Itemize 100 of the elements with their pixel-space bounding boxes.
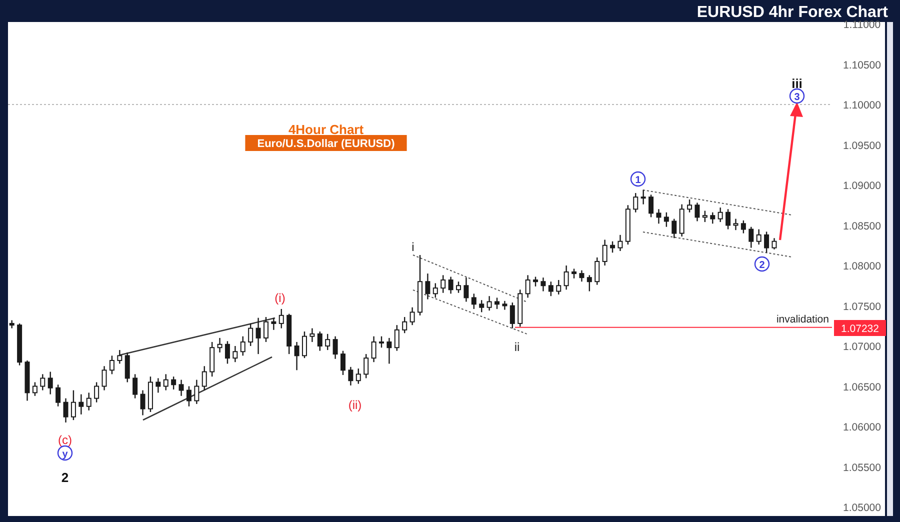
candlestick: [310, 328, 315, 343]
annotation: (c): [58, 433, 72, 447]
candlestick: [602, 239, 608, 266]
candlestick: [194, 379, 200, 405]
candlestick: [464, 276, 469, 302]
annotation: (ii): [348, 398, 362, 412]
y-tick-label: 1.08000: [843, 260, 882, 272]
candlestick: [232, 345, 238, 363]
text: 1.07232: [841, 323, 880, 335]
candlestick: [32, 382, 38, 397]
candlestick: [479, 300, 484, 313]
candlestick: [202, 366, 207, 391]
candlestick: [533, 276, 538, 288]
candlestick: [70, 390, 76, 421]
candlestick: [656, 208, 662, 224]
y-tick-label: 1.06500: [843, 381, 882, 394]
candlestick: [63, 398, 68, 424]
y-tick-label: 1.07000: [843, 341, 882, 353]
annotation: Euro/U.S.Dollar (EURUSD): [257, 138, 396, 150]
candlestick: [109, 355, 114, 375]
annotation: y: [62, 449, 68, 460]
annotation: 2: [61, 470, 69, 485]
y-tick-label: 1.10000: [843, 100, 882, 112]
candlestick: [278, 308, 284, 329]
candlestick: [402, 316, 408, 334]
candlestick: [425, 272, 430, 300]
y-tick-label: 1.06000: [843, 422, 882, 434]
candlestick: [579, 270, 584, 282]
y-tick-label: 1.05500: [843, 462, 882, 474]
candlestick: [163, 374, 168, 391]
candlestick: [610, 240, 616, 254]
candlestick: [618, 234, 623, 252]
annotation: iii: [792, 76, 802, 91]
annotation: 4Hour Chart: [288, 122, 364, 137]
candlestick: [748, 226, 754, 248]
candlestick: [448, 276, 454, 294]
y-tick-label: 1.08500: [843, 220, 882, 232]
candlestick: [525, 274, 530, 298]
candlestick: [340, 350, 346, 376]
annotation: 1: [635, 175, 642, 186]
candlestick: [432, 282, 438, 298]
candlestick: [633, 192, 638, 213]
candlestick: [378, 336, 384, 348]
candlestick: [78, 394, 84, 416]
candlestick: [94, 382, 100, 403]
candlestick: [648, 194, 654, 218]
candlestick: [294, 341, 300, 371]
candlestick: [756, 228, 762, 246]
candlestick: [348, 366, 354, 386]
candlestick: [548, 281, 554, 297]
candlestick: [486, 295, 492, 312]
candlestick: [263, 316, 268, 343]
candlestick: [256, 317, 261, 355]
candlestick: [48, 371, 53, 395]
candlestick: [132, 374, 138, 399]
candlestick: [325, 333, 330, 351]
candlestick: [456, 281, 462, 294]
candlestick: [86, 392, 92, 411]
candlestick: [102, 366, 107, 391]
candlestick: [702, 210, 708, 223]
candlestick: [56, 384, 61, 407]
candlestick: [564, 264, 569, 290]
candlestick: [332, 336, 338, 360]
chart-title: EURUSD 4hr Forex Chart: [696, 4, 889, 21]
candlestick: [156, 378, 161, 394]
candlestick: [494, 297, 500, 310]
candlestick: [217, 337, 222, 354]
candlestick: [764, 231, 770, 254]
candlestick: [594, 256, 600, 286]
candlestick: [664, 212, 669, 228]
candlestick: [171, 376, 176, 390]
candlestick: [356, 368, 361, 384]
y-tick-label: 1.07500: [843, 300, 882, 313]
candlestick: [186, 386, 192, 407]
candlestick: [733, 218, 738, 231]
candlestick: [248, 322, 254, 347]
annotation: (i): [274, 291, 286, 305]
candlestick: [271, 317, 276, 330]
candlestick: [302, 330, 307, 359]
candlestick: [317, 330, 322, 352]
candlestick: [117, 349, 122, 364]
candlestick: [540, 276, 546, 292]
candlestick: [440, 274, 446, 294]
candlestick: [672, 218, 677, 239]
candlestick: [394, 324, 400, 352]
candlestick: [140, 390, 146, 416]
candlestick: [556, 279, 562, 296]
y-tick-label: 1.11000: [843, 19, 881, 31]
candlestick: [386, 337, 392, 364]
candlestick: [772, 238, 777, 250]
y-tick-label: 1.10500: [843, 59, 882, 72]
candlestick: [726, 208, 731, 230]
annotation: i: [412, 240, 414, 254]
annotation: 2: [759, 260, 766, 271]
candlestick: [710, 212, 716, 224]
candlestick: [510, 302, 515, 329]
candlestick: [572, 268, 577, 279]
ref-line-label: invalidation: [776, 313, 830, 326]
candlestick: [687, 198, 692, 213]
candlestick: [371, 336, 376, 363]
